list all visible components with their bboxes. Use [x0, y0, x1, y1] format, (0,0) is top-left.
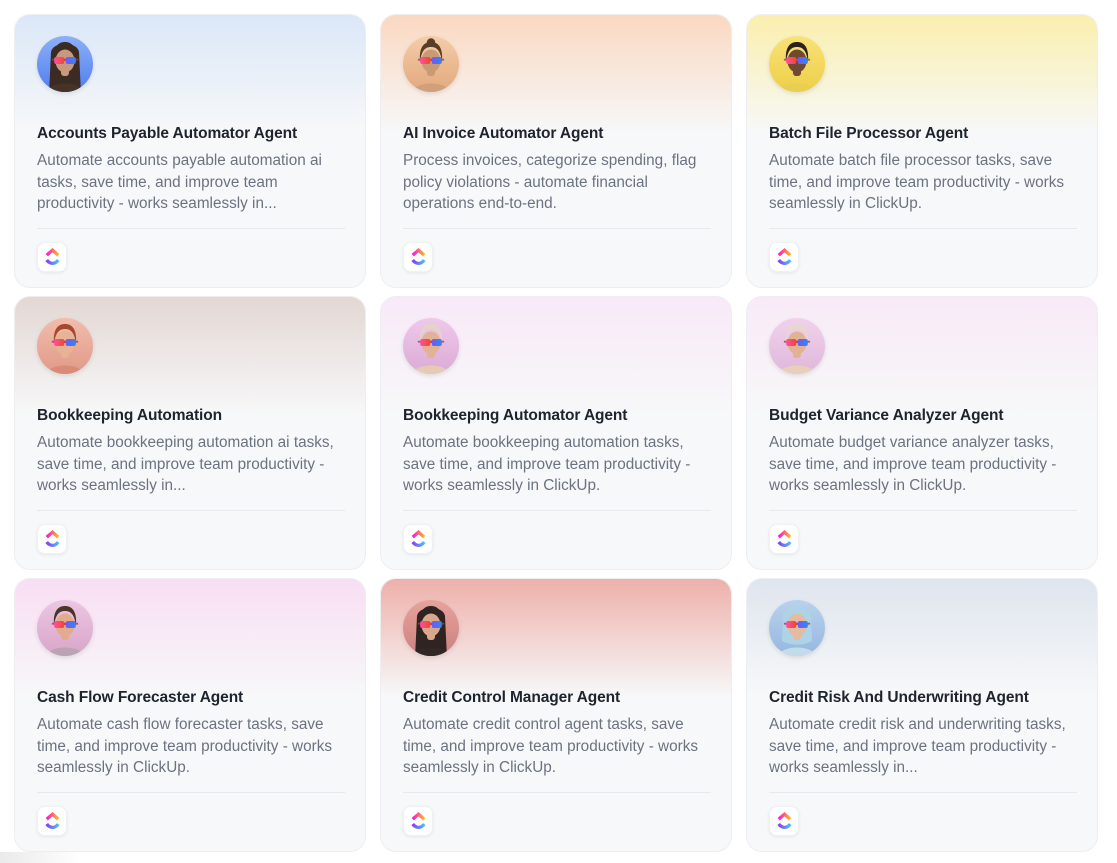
clickup-icon: [403, 241, 433, 272]
agent-title: Bookkeeping Automation: [37, 407, 222, 424]
clickup-icon: [37, 805, 67, 836]
divider: [769, 791, 1077, 793]
clickup-icon: [37, 241, 67, 272]
divider: [37, 227, 345, 229]
agent-card[interactable]: Bookkeeping Automation Automate bookkeep…: [14, 296, 366, 570]
person-with-3d-glasses-icon: [45, 324, 85, 374]
agent-description: Process invoices, categorize spending, f…: [403, 152, 697, 212]
divider: [769, 227, 1077, 229]
divider: [37, 791, 345, 793]
person-with-3d-glasses-icon: [777, 324, 817, 374]
agent-description: Automate bookkeeping automation ai tasks…: [37, 434, 334, 494]
agent-avatar: [403, 318, 459, 374]
3d-glasses-icon: [51, 621, 79, 628]
agent-avatar: [769, 600, 825, 656]
agent-card[interactable]: Batch File Processor Agent Automate batc…: [746, 14, 1098, 288]
agent-avatar: [403, 600, 459, 656]
agent-title: Accounts Payable Automator Agent: [37, 125, 298, 142]
clickup-icon: [403, 805, 433, 836]
3d-glasses-icon: [783, 339, 811, 346]
agent-card[interactable]: Accounts Payable Automator Agent Automat…: [14, 14, 366, 288]
agent-title: Credit Risk And Underwriting Agent: [769, 689, 1029, 706]
agent-card[interactable]: Cash Flow Forecaster Agent Automate cash…: [14, 578, 366, 852]
divider: [769, 509, 1077, 511]
agent-description: Automate accounts payable automation ai …: [37, 152, 322, 212]
agent-card-grid: Accounts Payable Automator Agent Automat…: [14, 14, 1098, 852]
agent-card[interactable]: Bookkeeping Automator Agent Automate boo…: [380, 296, 732, 570]
3d-glasses-icon: [51, 339, 79, 346]
clickup-icon: [37, 523, 67, 554]
status-tooltip-fragment: [0, 852, 96, 863]
agent-title: Cash Flow Forecaster Agent: [37, 689, 244, 706]
3d-glasses-icon: [783, 621, 811, 628]
person-with-3d-glasses-icon: [411, 324, 451, 374]
person-with-3d-glasses-icon: [45, 606, 85, 656]
clickup-icon: [769, 805, 799, 836]
divider: [37, 509, 345, 511]
agent-avatar: [37, 318, 93, 374]
3d-glasses-icon: [417, 57, 445, 64]
agent-card[interactable]: Credit Control Manager Agent Automate cr…: [380, 578, 732, 852]
clickup-icon: [769, 241, 799, 272]
agent-card[interactable]: Budget Variance Analyzer Agent Automate …: [746, 296, 1098, 570]
agent-card[interactable]: AI Invoice Automator Agent Process invoi…: [380, 14, 732, 288]
agent-title: AI Invoice Automator Agent: [403, 125, 604, 142]
agent-description: Automate batch file processor tasks, sav…: [769, 152, 1064, 212]
agent-avatar: [403, 36, 459, 92]
agent-title: Budget Variance Analyzer Agent: [769, 407, 1004, 424]
clickup-icon: [769, 523, 799, 554]
agent-title: Batch File Processor Agent: [769, 125, 969, 142]
agent-card[interactable]: Credit Risk And Underwriting Agent Autom…: [746, 578, 1098, 852]
3d-glasses-icon: [417, 621, 445, 628]
agent-avatar: [769, 318, 825, 374]
agent-description: Automate credit risk and underwriting ta…: [769, 716, 1066, 776]
agent-description: Automate credit control agent tasks, sav…: [403, 716, 698, 776]
3d-glasses-icon: [783, 57, 811, 64]
person-with-3d-glasses-icon: [45, 42, 85, 92]
agent-description: Automate cash flow forecaster tasks, sav…: [37, 716, 332, 776]
divider: [403, 509, 711, 511]
agent-title: Bookkeeping Automator Agent: [403, 407, 628, 424]
person-with-3d-glasses-icon: [777, 606, 817, 656]
clickup-icon: [403, 523, 433, 554]
agent-description: Automate budget variance analyzer tasks,…: [769, 434, 1057, 494]
person-with-3d-glasses-icon: [777, 42, 817, 92]
agent-avatar: [37, 600, 93, 656]
agent-title: Credit Control Manager Agent: [403, 689, 621, 706]
person-with-3d-glasses-icon: [411, 606, 451, 656]
divider: [403, 227, 711, 229]
agent-avatar: [37, 36, 93, 92]
3d-glasses-icon: [417, 339, 445, 346]
person-with-3d-glasses-icon: [411, 38, 451, 92]
divider: [403, 791, 711, 793]
3d-glasses-icon: [51, 57, 79, 64]
agent-description: Automate bookkeeping automation tasks, s…: [403, 434, 691, 494]
agent-avatar: [769, 36, 825, 92]
